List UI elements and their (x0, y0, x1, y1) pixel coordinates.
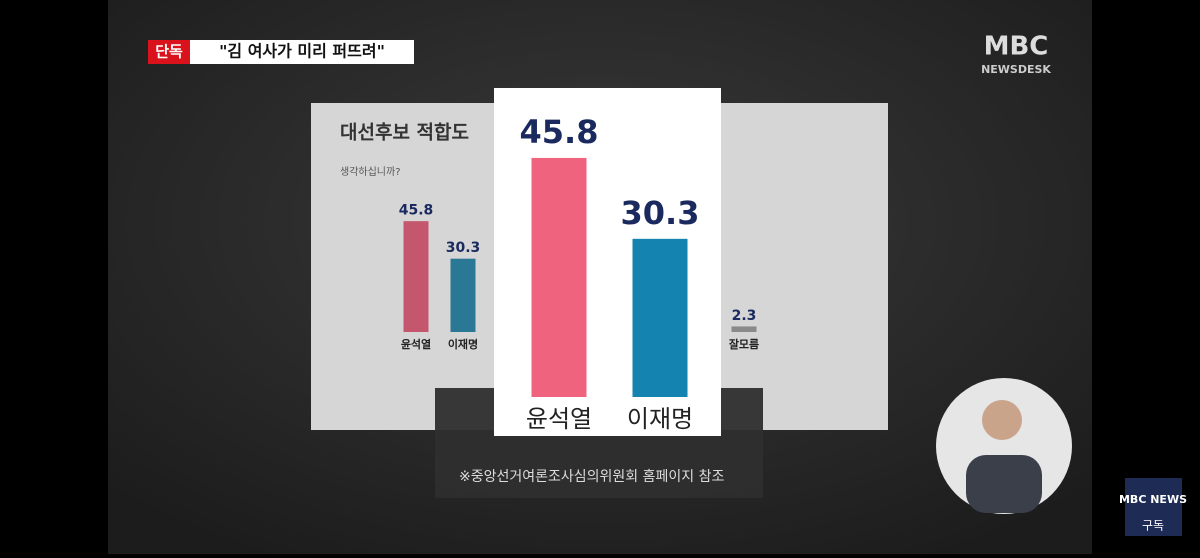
badge-bg (148, 40, 190, 64)
signer (966, 455, 1042, 513)
bar (731, 326, 757, 332)
category-label: 윤석열 (526, 405, 592, 433)
value-label: 45.8 (399, 203, 434, 219)
corner-action[interactable]: 구독 (1142, 519, 1164, 533)
value-label: 30.3 (621, 194, 700, 232)
bg-chart-subtitle: 생각하십니까? (340, 165, 401, 178)
value-label: 2.3 (732, 308, 757, 324)
logo-brand: MBC (984, 32, 1049, 62)
value-label: 45.8 (520, 113, 599, 151)
footnote: ※중앙선거여론조사심의위원회 홈페이지 참조 (459, 469, 724, 485)
bg-chart-title: 대선후보 적합도 (340, 122, 469, 144)
headline: "김 여사가 미리 퍼뜨려" (219, 42, 385, 61)
category-label: 이재명 (448, 337, 478, 351)
headline-bg (190, 40, 414, 64)
value-label: 30.3 (446, 240, 481, 256)
signer-head (982, 400, 1022, 440)
logo-program: NEWSDESK (981, 63, 1051, 76)
bar (450, 258, 476, 332)
corner-logo (1125, 478, 1182, 536)
bar (531, 157, 587, 397)
bar (403, 221, 429, 332)
corner-brand: MBC NEWS (1119, 493, 1187, 506)
bar (632, 238, 688, 397)
category-label: 윤석열 (401, 337, 431, 351)
category-label: 잘모름 (729, 338, 759, 351)
badge: 단독 (155, 43, 183, 61)
category-label: 이재명 (627, 405, 693, 433)
